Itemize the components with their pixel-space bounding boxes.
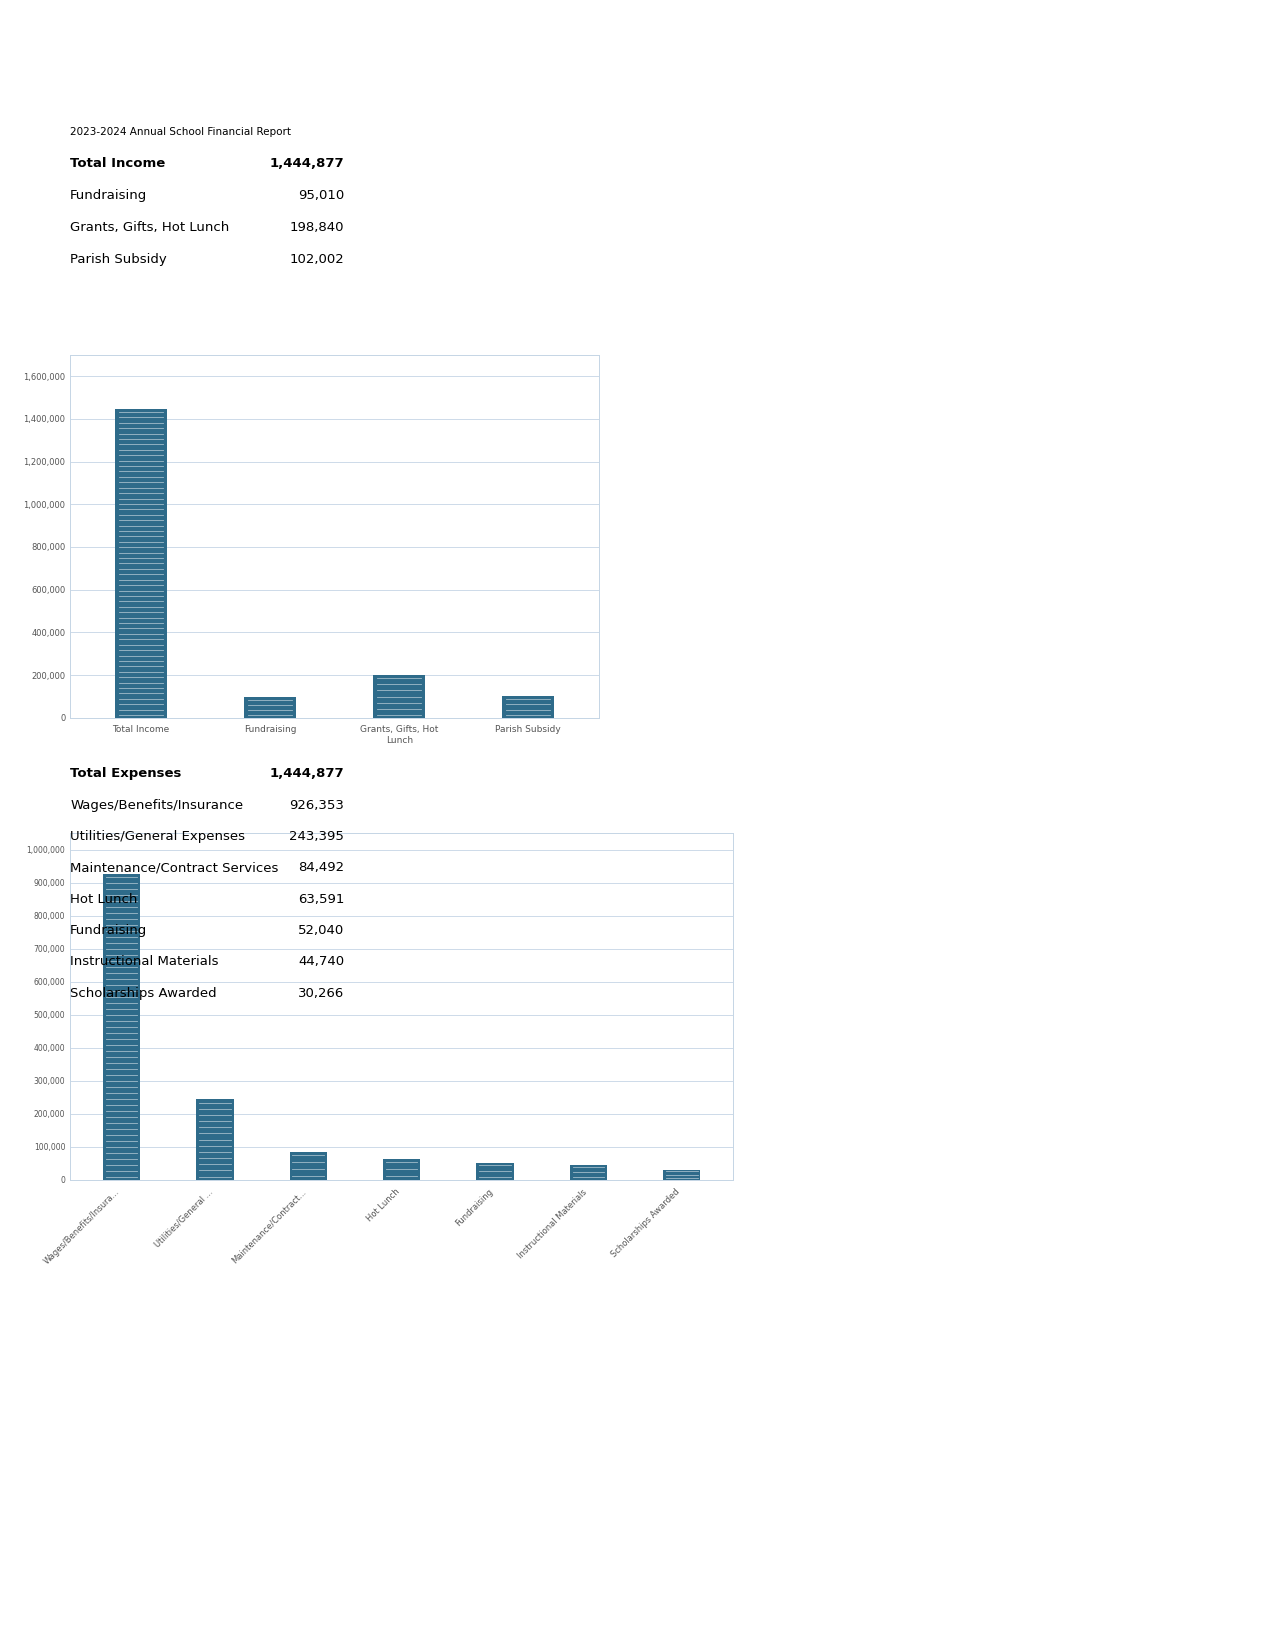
- Text: 102,002: 102,002: [289, 252, 344, 266]
- Bar: [502, 696, 555, 718]
- Bar: [115, 409, 167, 718]
- Text: 243,395: 243,395: [289, 830, 344, 843]
- Text: Hot Lunch: Hot Lunch: [70, 893, 138, 906]
- Bar: [289, 1152, 326, 1180]
- Text: 44,740: 44,740: [298, 955, 344, 969]
- Text: 198,840: 198,840: [289, 221, 344, 234]
- Bar: [663, 1170, 700, 1180]
- Text: Fundraising: Fundraising: [70, 188, 148, 201]
- Text: 84,492: 84,492: [298, 861, 344, 875]
- Text: 95,010: 95,010: [298, 188, 344, 201]
- Text: Utilities/General Expenses: Utilities/General Expenses: [70, 830, 245, 843]
- Text: 30,266: 30,266: [298, 987, 344, 1000]
- Text: Maintenance/Contract Services: Maintenance/Contract Services: [70, 861, 278, 875]
- Text: Parish Subsidy: Parish Subsidy: [70, 252, 167, 266]
- Bar: [374, 675, 425, 718]
- Text: Instructional Materials: Instructional Materials: [70, 955, 218, 969]
- Bar: [196, 1099, 233, 1180]
- Text: Wages/Benefits/Insurance: Wages/Benefits/Insurance: [70, 799, 244, 812]
- Bar: [382, 1158, 421, 1180]
- Text: 926,353: 926,353: [289, 799, 344, 812]
- Text: Total Income: Total Income: [70, 157, 166, 170]
- Text: 52,040: 52,040: [298, 924, 344, 937]
- Text: Grants, Gifts, Hot Lunch: Grants, Gifts, Hot Lunch: [70, 221, 230, 234]
- Text: Total Expenses: Total Expenses: [70, 767, 181, 780]
- Text: Scholarships Awarded: Scholarships Awarded: [70, 987, 217, 1000]
- Bar: [477, 1163, 514, 1180]
- Bar: [103, 874, 140, 1180]
- Text: 63,591: 63,591: [298, 893, 344, 906]
- Text: 1,444,877: 1,444,877: [269, 767, 344, 780]
- Bar: [245, 698, 296, 718]
- Bar: [570, 1165, 607, 1180]
- Text: Fundraising: Fundraising: [70, 924, 148, 937]
- Text: 1,444,877: 1,444,877: [269, 157, 344, 170]
- Text: 2023-2024 Annual School Financial Report: 2023-2024 Annual School Financial Report: [70, 127, 291, 137]
